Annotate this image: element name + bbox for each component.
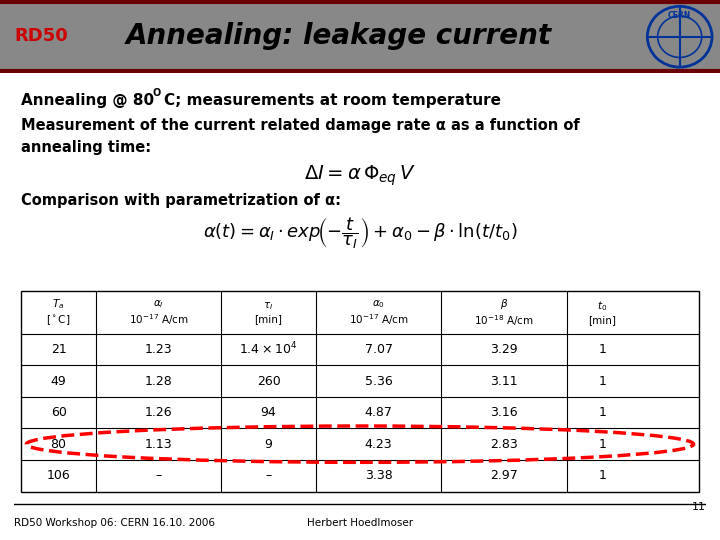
- Text: 3.38: 3.38: [365, 469, 392, 482]
- Text: 1.23: 1.23: [145, 343, 172, 356]
- Text: 60: 60: [50, 406, 66, 419]
- Text: RD50 Workshop 06: CERN 16.10. 2006: RD50 Workshop 06: CERN 16.10. 2006: [14, 518, 215, 528]
- Text: 49: 49: [50, 375, 66, 388]
- Text: O: O: [153, 87, 161, 98]
- Text: 260: 260: [256, 375, 280, 388]
- Text: 1.28: 1.28: [145, 375, 172, 388]
- Text: 1.26: 1.26: [145, 406, 172, 419]
- Text: Annealing @ 80: Annealing @ 80: [22, 93, 154, 107]
- Text: 11: 11: [692, 502, 706, 511]
- Text: Annealing: leakage current: Annealing: leakage current: [125, 23, 552, 50]
- Text: 2.83: 2.83: [490, 438, 518, 451]
- Text: 1: 1: [598, 375, 606, 388]
- Text: 80: 80: [50, 438, 66, 451]
- Text: $t_0$
[min]: $t_0$ [min]: [588, 300, 616, 325]
- Text: RD50: RD50: [14, 28, 68, 45]
- Text: 94: 94: [261, 406, 276, 419]
- Text: Measurement of the current related damage rate α as a function of: Measurement of the current related damag…: [22, 118, 580, 133]
- Text: annealing time:: annealing time:: [22, 140, 151, 156]
- FancyBboxPatch shape: [0, 0, 720, 73]
- Text: $\alpha_0$
$10^{-17}$ A/cm: $\alpha_0$ $10^{-17}$ A/cm: [348, 298, 408, 327]
- Text: 1: 1: [598, 343, 606, 356]
- Text: $\alpha_I$
$10^{-17}$ A/cm: $\alpha_I$ $10^{-17}$ A/cm: [129, 298, 189, 327]
- Text: 9: 9: [265, 438, 272, 451]
- Text: 106: 106: [47, 469, 71, 482]
- Text: C; measurements at room temperature: C; measurements at room temperature: [164, 93, 501, 107]
- Text: 7.07: 7.07: [364, 343, 392, 356]
- Text: $\tau_I$
[min]: $\tau_I$ [min]: [255, 301, 282, 324]
- Text: Herbert Hoedlmoser: Herbert Hoedlmoser: [307, 518, 413, 528]
- Text: 4.23: 4.23: [365, 438, 392, 451]
- Text: Comparison with parametrization of α:: Comparison with parametrization of α:: [22, 193, 341, 208]
- Text: –: –: [156, 469, 161, 482]
- Text: CERN: CERN: [668, 11, 691, 21]
- FancyBboxPatch shape: [22, 291, 698, 491]
- Text: 5.36: 5.36: [365, 375, 392, 388]
- Text: $\alpha(t) = \alpha_I \cdot exp\!\left(-\dfrac{t}{\tau_I}\right) + \alpha_0 - \b: $\alpha(t) = \alpha_I \cdot exp\!\left(-…: [203, 215, 517, 251]
- Text: 3.16: 3.16: [490, 406, 518, 419]
- Text: 1.13: 1.13: [145, 438, 172, 451]
- Text: $T_a$
[$^\circ$C]: $T_a$ [$^\circ$C]: [46, 298, 71, 327]
- Text: $\beta$
$10^{-18}$ A/cm: $\beta$ $10^{-18}$ A/cm: [474, 297, 534, 328]
- Text: 1: 1: [598, 469, 606, 482]
- Text: 3.11: 3.11: [490, 375, 518, 388]
- Text: 1: 1: [598, 406, 606, 419]
- Text: 4.87: 4.87: [365, 406, 392, 419]
- Text: –: –: [266, 469, 271, 482]
- Text: 1: 1: [598, 438, 606, 451]
- Text: $1.4 \times 10^4$: $1.4 \times 10^4$: [240, 341, 297, 357]
- Text: 3.29: 3.29: [490, 343, 518, 356]
- Text: $\Delta I = \alpha \, \Phi_{eq} \, V$: $\Delta I = \alpha \, \Phi_{eq} \, V$: [304, 163, 416, 187]
- Text: 2.97: 2.97: [490, 469, 518, 482]
- Text: 21: 21: [50, 343, 66, 356]
